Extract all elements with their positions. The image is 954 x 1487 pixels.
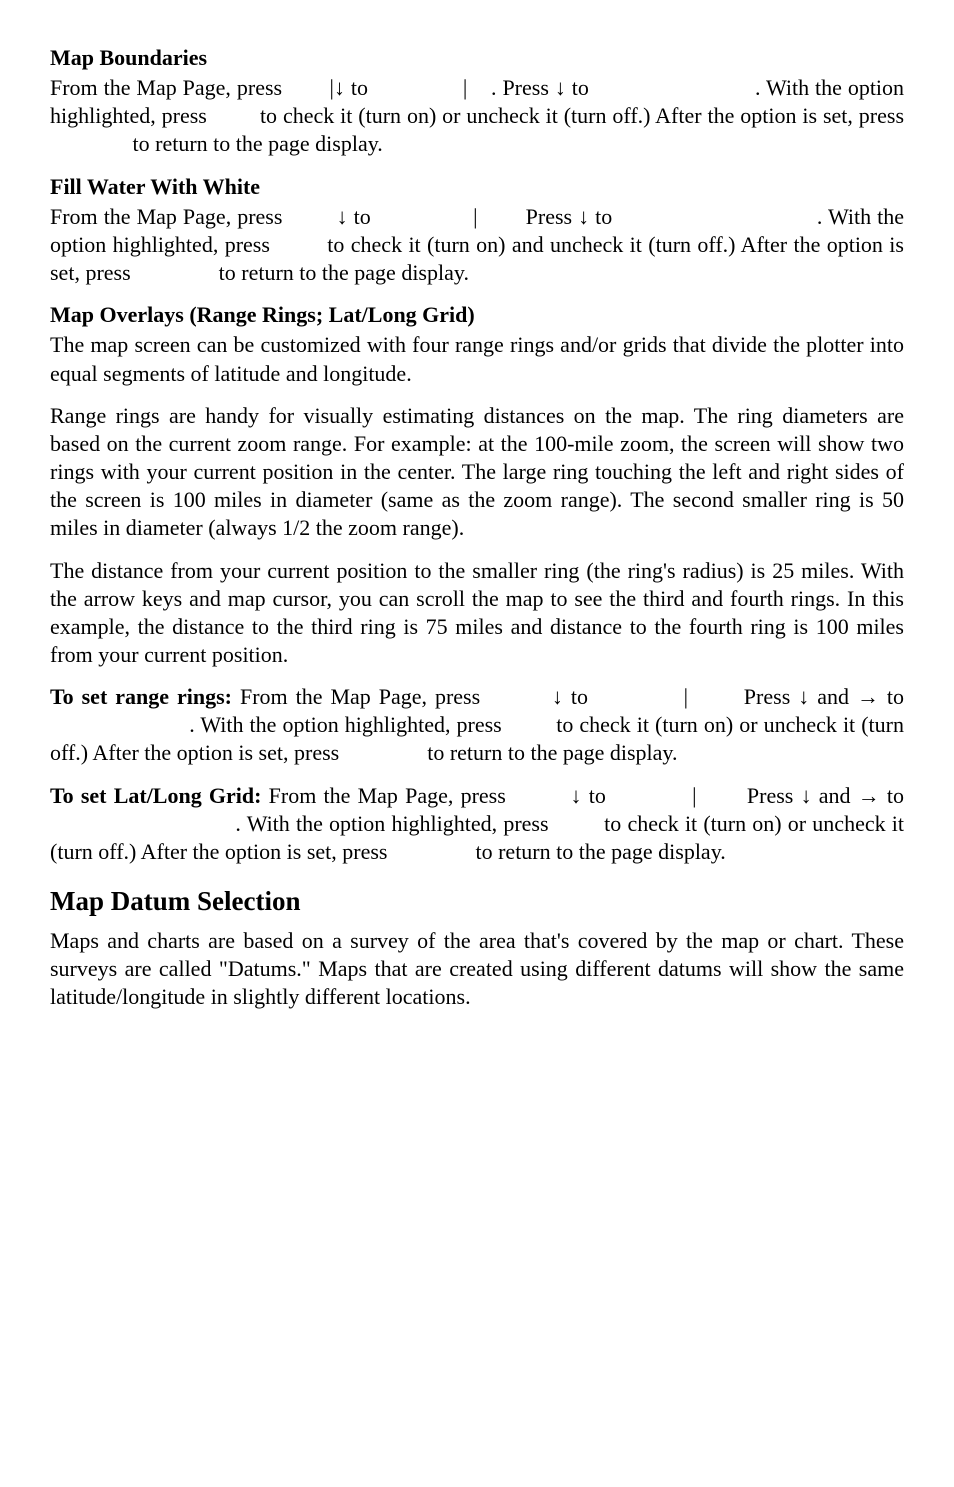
overlays-title: Map Overlays (Range Rings; Lat/Long Grid… — [50, 301, 904, 329]
map-datum-p1: Maps and charts are based on a survey of… — [50, 927, 904, 1011]
text: to return to the page display. — [422, 740, 678, 765]
overlays-p3: The distance from your current position … — [50, 557, 904, 670]
section-map-overlays: Map Overlays (Range Rings; Lat/Long Grid… — [50, 301, 904, 866]
text: to — [345, 75, 374, 100]
range-rings-label: To set range rings: — [50, 684, 232, 709]
section-fill-water: Fill Water With White From the Map Page,… — [50, 173, 904, 288]
text: . With the option highlighted, press — [235, 811, 554, 836]
pipe: | — [463, 75, 467, 100]
down-arrow-icon: ↓ — [578, 204, 589, 229]
pipe: | — [692, 783, 696, 808]
text: . With the option highlighted, press — [189, 712, 508, 737]
text: and — [812, 783, 858, 808]
text: to return to the page display. — [127, 131, 383, 156]
map-datum-title: Map Datum Selection — [50, 884, 904, 919]
text: Press — [740, 783, 801, 808]
map-boundaries-title: Map Boundaries — [50, 44, 904, 72]
down-arrow-icon: ↓ — [801, 783, 812, 808]
text: to — [880, 783, 904, 808]
text: From the Map Page, press — [261, 783, 513, 808]
text: and — [809, 684, 857, 709]
text: From the Map Page, press — [232, 684, 488, 709]
pipe: | — [684, 684, 688, 709]
latlong-grid-label: To set Lat/Long Grid: — [50, 783, 261, 808]
down-arrow-icon: ↓ — [571, 783, 582, 808]
text: to — [582, 783, 614, 808]
range-rings-instructions: To set range rings: From the Map Page, p… — [50, 683, 904, 767]
fill-water-body: From the Map Page, press ↓ to | Press ↓ … — [50, 203, 904, 287]
text: to return to the page display. — [213, 260, 469, 285]
text: . Press — [491, 75, 555, 100]
text: to return to the page display. — [470, 839, 726, 864]
overlays-p1: The map screen can be customized with fo… — [50, 331, 904, 387]
text: From the Map Page, press — [50, 204, 288, 229]
right-arrow-icon: → — [857, 684, 879, 709]
section-map-boundaries: Map Boundaries From the Map Page, press … — [50, 44, 904, 159]
text: to — [589, 204, 618, 229]
right-arrow-icon: → — [858, 783, 880, 808]
map-boundaries-body: From the Map Page, press |↓ to | . Press… — [50, 74, 904, 158]
text: to — [348, 204, 377, 229]
text: From the Map Page, press — [50, 75, 288, 100]
down-arrow-icon: ↓ — [555, 75, 566, 100]
down-arrow-icon: ↓ — [337, 204, 348, 229]
section-map-datum: Map Datum Selection Maps and charts are … — [50, 884, 904, 1011]
overlays-p2: Range rings are handy for visually estim… — [50, 402, 904, 543]
latlong-grid-instructions: To set Lat/Long Grid: From the Map Page,… — [50, 782, 904, 866]
text: to — [879, 684, 904, 709]
fill-water-title: Fill Water With White — [50, 173, 904, 201]
text: Press — [736, 684, 798, 709]
text: to — [563, 684, 596, 709]
down-arrow-icon: ↓ — [334, 75, 345, 100]
text: to — [566, 75, 595, 100]
down-arrow-icon: ↓ — [552, 684, 563, 709]
text: to check it (turn on) or uncheck it (tur… — [254, 103, 904, 128]
down-arrow-icon: ↓ — [798, 684, 809, 709]
text: Press — [520, 204, 579, 229]
pipe: | — [473, 204, 477, 229]
